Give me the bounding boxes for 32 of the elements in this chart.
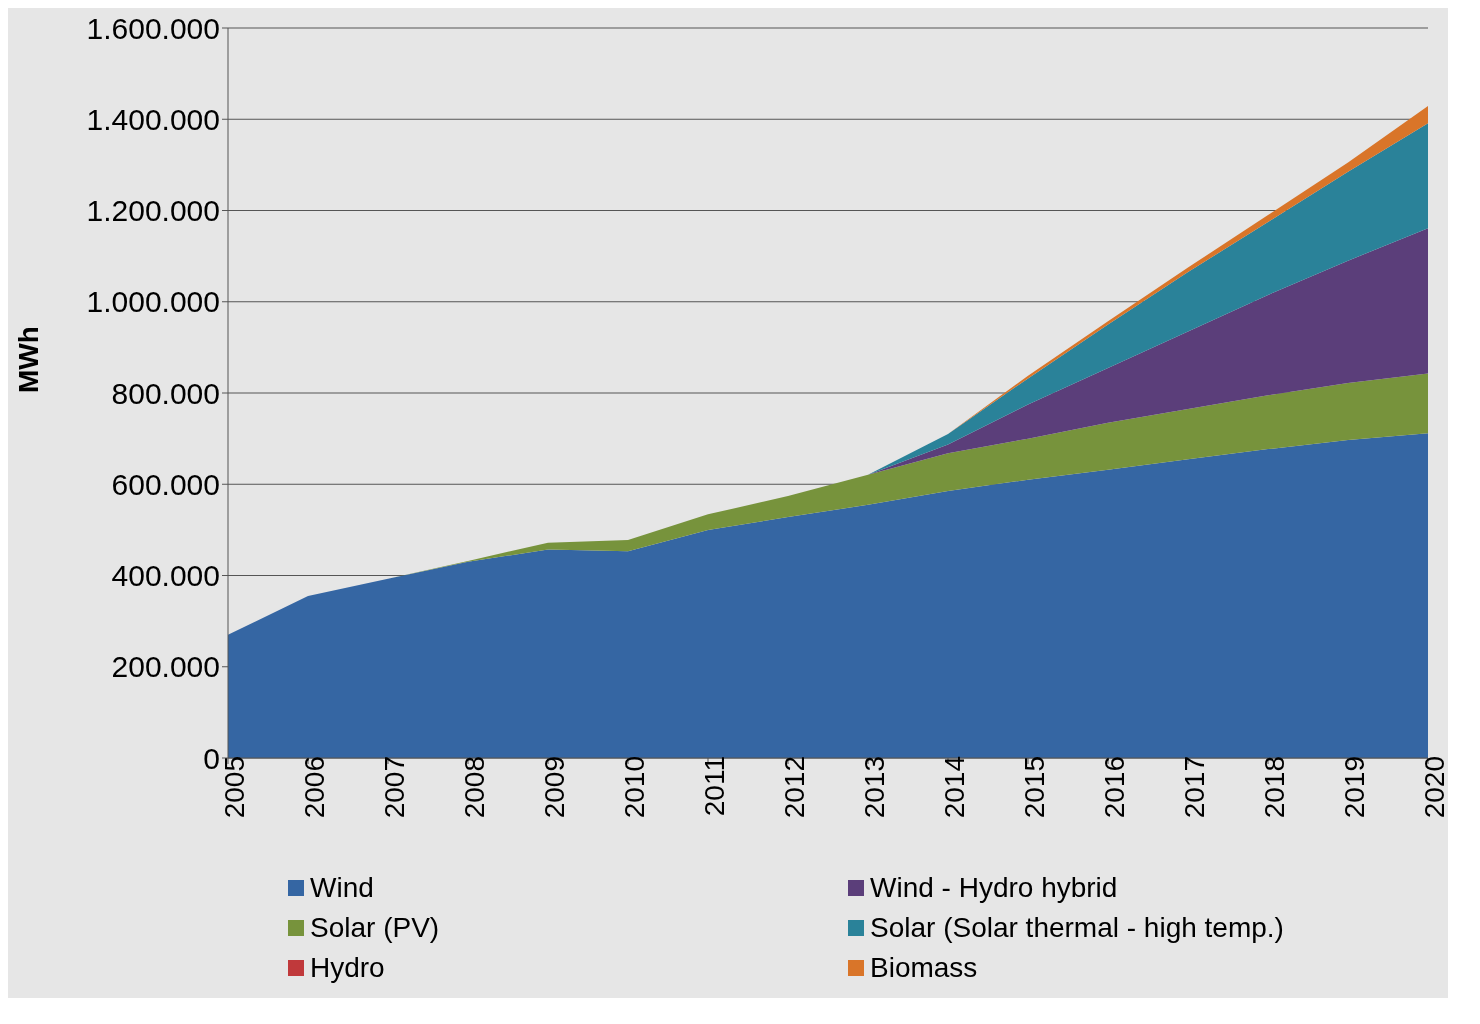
legend-label: Solar (Solar thermal - high temp.)	[870, 912, 1284, 944]
x-tick-label: 2010	[618, 756, 650, 819]
x-tick-label: 2016	[1098, 756, 1130, 819]
x-tick-label: 2020	[1418, 756, 1450, 819]
x-tick-label: 2017	[1178, 756, 1210, 819]
legend-label: Solar (PV)	[310, 912, 440, 944]
y-tick-label: 1.000.000	[86, 285, 220, 319]
y-axis-title: MWh	[12, 326, 44, 393]
x-tick-label: 2009	[538, 756, 570, 819]
x-tick-label: 2008	[458, 756, 490, 819]
y-tick-label: 1.600.000	[86, 11, 220, 45]
x-tick-label: 2011	[698, 756, 730, 817]
y-tick-label: 1.400.000	[86, 102, 220, 136]
y-tick-label: 200.000	[111, 650, 220, 684]
x-tick-label: 2018	[1258, 756, 1290, 819]
y-tick-label: 1.200.000	[86, 194, 220, 228]
x-tick-label: 2007	[378, 756, 410, 819]
legend-label: Wind	[310, 872, 374, 904]
x-tick-label: 2019	[1338, 756, 1370, 819]
legend-label: Hydro	[310, 952, 385, 984]
y-tick-label: 600.000	[111, 467, 220, 501]
x-tick-label: 2015	[1018, 756, 1050, 819]
x-tick-label: 2005	[218, 756, 250, 819]
x-tick-label: 2014	[938, 756, 970, 819]
legend-label: Wind - Hydro hybrid	[870, 872, 1118, 904]
y-tick-label: 0	[203, 741, 220, 775]
legend-label: Biomass	[870, 952, 978, 984]
x-tick-label: 2013	[858, 756, 890, 819]
y-tick-label: 400.000	[111, 559, 220, 593]
x-tick-label: 2006	[298, 756, 330, 819]
x-tick-label: 2012	[778, 756, 810, 819]
y-tick-label: 800.000	[111, 376, 220, 410]
